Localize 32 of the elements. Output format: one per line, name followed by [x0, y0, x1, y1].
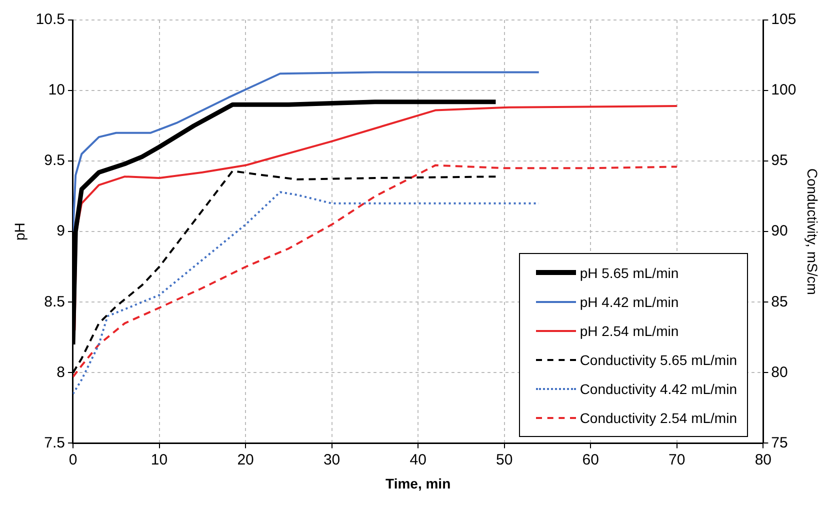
y-tick-label: 7.5	[44, 434, 65, 452]
legend-label: Conductivity 4.42 mL/min	[580, 380, 737, 396]
y-axis-title: pH	[11, 222, 28, 241]
y-tick-label: 8	[56, 364, 65, 381]
y2-tick-label: 95	[771, 152, 788, 170]
legend-label: Conductivity 5.65 mL/min	[580, 352, 737, 368]
y2-tick-label: 80	[771, 364, 788, 381]
y-tick-label: 10.5	[36, 11, 65, 28]
legend-label: pH 4.42 mL/min	[580, 294, 679, 310]
y2-tick-label: 90	[771, 222, 788, 240]
y-tick-label: 9	[56, 222, 65, 240]
y-tick-label: 8.5	[44, 293, 65, 310]
x-tick-label: 50	[496, 451, 513, 468]
x-tick-label: 10	[150, 451, 168, 468]
y2-tick-label: 105	[771, 11, 796, 28]
y-tick-label: 9.5	[44, 152, 65, 170]
x-tick-label: 30	[323, 451, 340, 468]
y2-tick-label: 100	[771, 82, 796, 99]
legend-label: pH 2.54 mL/min	[580, 322, 679, 338]
x-axis-title: Time, min	[386, 475, 451, 492]
x-tick-label: 80	[754, 451, 772, 468]
y2-tick-label: 75	[771, 434, 788, 452]
y2-tick-label: 85	[771, 293, 788, 310]
x-tick-label: 20	[237, 451, 254, 468]
y2-axis-title: Conductivity, mS/cm	[804, 168, 821, 295]
x-tick-label: 70	[668, 451, 686, 468]
x-tick-label: 40	[410, 451, 426, 468]
legend-label: pH 5.65 mL/min	[580, 264, 679, 280]
y-tick-label: 10	[48, 82, 65, 99]
x-tick-label: 60	[582, 451, 599, 468]
x-tick-label: 0	[68, 451, 78, 468]
legend-label: Conductivity 2.54 mL/min	[580, 410, 737, 426]
